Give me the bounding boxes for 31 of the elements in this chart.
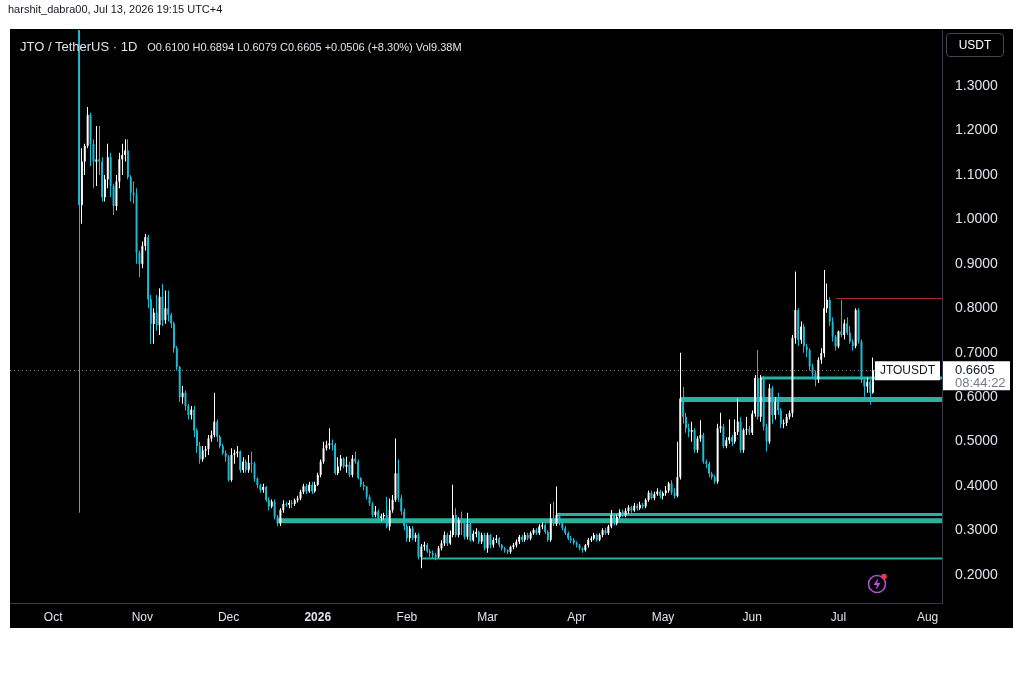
y-tick-label: 1.0000: [955, 210, 999, 227]
candlestick: [460, 511, 463, 535]
y-tick-label: 0.6000: [955, 388, 999, 405]
x-tick-label: Feb: [396, 609, 418, 624]
y-tick-label: 1.2000: [955, 121, 999, 138]
x-tick-label: Oct: [43, 609, 64, 624]
text: harshit_dabra00, Jul 13, 2026 19:15 UTC+4: [8, 2, 223, 16]
x-tick-label: Mar: [477, 609, 498, 624]
text: O0.6100 H0.6894 L0.6079 C0.6605 +0.0506 (+8.30%) Vol9.38M: [147, 40, 462, 55]
x-tick-label: Dec: [217, 609, 240, 624]
y-tick-label: 0.9000: [955, 254, 999, 271]
y-axis-title: USDT: [946, 33, 1004, 57]
y-tick-label: 0.3000: [955, 521, 999, 538]
candlestick: [728, 419, 731, 444]
x-tick-label: Aug: [916, 609, 939, 624]
text: 0.6605: [955, 362, 995, 378]
y-tick-label: 0.4000: [955, 476, 999, 493]
x-tick-label: Jul: [830, 609, 847, 624]
ref-line-label: JTOUSDT: [879, 363, 936, 378]
text: 08:44:22: [955, 375, 1006, 391]
x-tick-label: May: [651, 609, 675, 624]
y-tick-label: 0.7000: [955, 343, 999, 360]
y-tick-label: 0.2000: [955, 565, 999, 582]
x-tick-label: Jun: [742, 609, 762, 624]
y-tick-label: 0.5000: [955, 432, 999, 449]
y-tick-label: 0.8000: [955, 299, 999, 316]
y-tick-label: 1.1000: [955, 165, 999, 182]
x-tick-label: 2026: [304, 609, 332, 624]
x-tick-label: Apr: [567, 609, 587, 624]
x-tick-label: Nov: [131, 609, 153, 624]
y-tick-label: 1.3000: [955, 76, 999, 93]
